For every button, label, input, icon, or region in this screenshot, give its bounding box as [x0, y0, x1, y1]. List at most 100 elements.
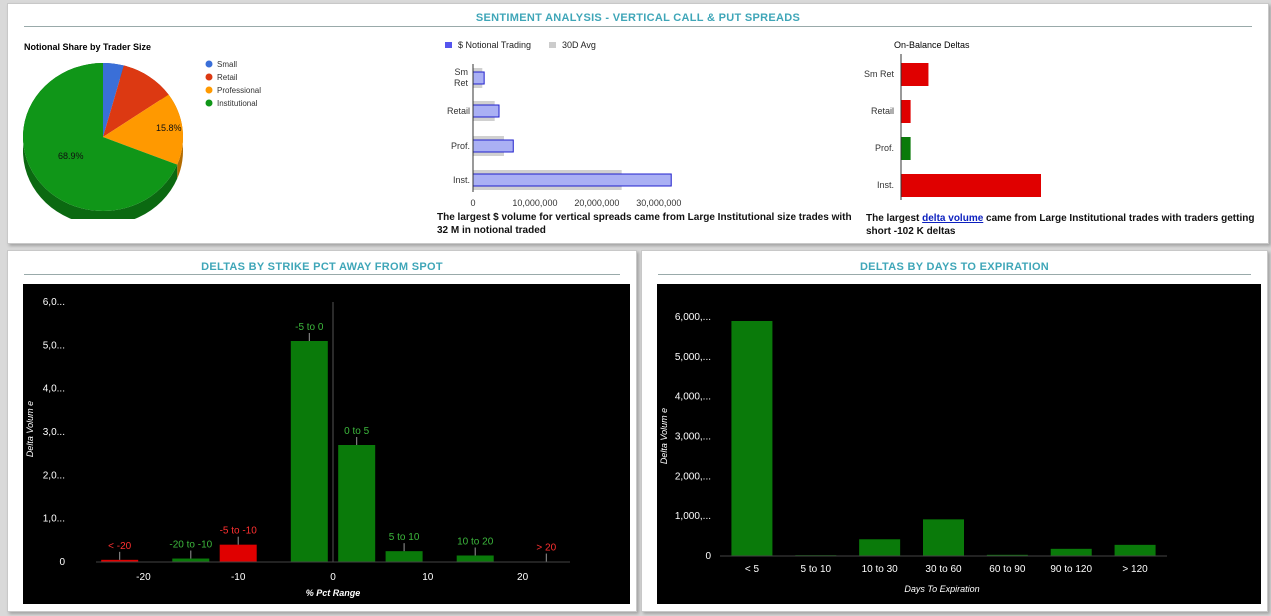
legend-label-avg: 30D Avg [562, 40, 596, 50]
pie-chart: 15.8% 68.9% Small Retail Professional Institu… [23, 60, 261, 219]
x-tick-label: 0 [470, 198, 475, 208]
y-axis-title: Delta Volum e [659, 408, 669, 464]
y-tick-label: 6,0... [43, 297, 65, 308]
x-tick-label: -20 [136, 572, 151, 583]
pie-slice-retail [103, 65, 169, 137]
pie-slice-institutional [23, 63, 178, 211]
legend-marker-professional [205, 86, 213, 94]
deltas-description-pre: The largest [866, 213, 923, 224]
delta-volume-link[interactable]: delta volume [922, 213, 984, 224]
x-tick-label: 0 [330, 572, 336, 583]
legend-marker-small [205, 60, 213, 68]
y-axis-title: Delta Volum e [25, 401, 35, 457]
y-tick-label: 0 [705, 551, 711, 562]
delta-bar [901, 174, 1041, 197]
legend-label-professional: Professional [217, 86, 261, 95]
pie-label-professional: 15.8% [156, 123, 182, 133]
strike-bar-label: -20 to -10 [169, 540, 212, 551]
delta-category-label: Prof. [875, 143, 894, 153]
sentiment-panel-title: SENTIMENT ANALYSIS - VERTICAL CALL & PUT… [475, 12, 801, 24]
y-tick-label: 3,0... [43, 427, 65, 438]
delta-category-label: Retail [871, 106, 894, 116]
legend-label-notional: $ Notional Trading [458, 40, 531, 50]
expiration-bar [731, 320, 773, 556]
x-tick-label: 5 to 10 [800, 564, 831, 575]
deltas-chart-title: On-Balance Deltas [894, 40, 970, 50]
pie-chart-title: Notional Share by Trader Size [24, 42, 152, 52]
delta-category-label: Sm Ret [864, 69, 895, 79]
expiration-bar [1050, 548, 1092, 556]
x-tick-label: > 120 [1122, 564, 1148, 575]
x-tick-label: 60 to 90 [989, 564, 1026, 575]
category-label-inst: Inst. [453, 175, 470, 185]
notional-bar [472, 71, 485, 85]
legend-label-institutional: Institutional [217, 99, 258, 108]
strike-bar-label: > 20 [536, 543, 556, 554]
y-tick-label: 2,0... [43, 470, 65, 481]
strike-pct-panel: DELTAS BY STRIKE PCT AWAY FROM SPOT 0 1,0… [7, 250, 637, 612]
x-tick-label: 10 to 30 [862, 564, 899, 575]
x-tick-label: 20,000,000 [574, 198, 619, 208]
category-label-ret: Ret [454, 78, 469, 88]
strike-bar-label: 10 to 20 [457, 537, 494, 548]
strike-bar [290, 341, 328, 562]
x-tick-label: 30,000,000 [636, 198, 681, 208]
category-label-retail: Retail [447, 106, 470, 116]
notional-bar [472, 173, 672, 187]
x-axis-title: Days To Expiration [904, 584, 979, 594]
deltas-description: The largest delta volume came from Large… [866, 212, 1266, 238]
delta-bar [901, 63, 929, 86]
deltas-description-post: came from Large Institutional trades wit… [866, 213, 1255, 237]
y-tick-label: 6,000,... [675, 312, 711, 323]
expiration-bar [1114, 544, 1156, 556]
strike-bar-label: 5 to 10 [389, 532, 420, 543]
expiration-panel: DELTAS BY DAYS TO EXPIRATION 0 1,000,... 2… [641, 250, 1268, 612]
x-tick-label: 20 [517, 572, 529, 583]
strike-bar [219, 544, 257, 562]
expiration-bar [859, 539, 901, 556]
expiration-chart: 0 1,000,... 2,000,... 3,000,... 4,000,... 5,0… [657, 284, 1261, 604]
strike-pct-chart: 0 1,0... 2,0... 3,0... 4,0... 5,0... 6,0... < -… [23, 284, 630, 604]
delta-bar [901, 137, 911, 160]
strike-pct-panel-title: DELTAS BY STRIKE PCT AWAY FROM SPOT [201, 261, 443, 273]
deltas-bar-chart: Sm Ret Retail Prof. Inst. [864, 54, 1041, 200]
strike-bar [172, 558, 210, 562]
y-tick-label: 4,0... [43, 384, 65, 395]
x-tick-label: 10 [422, 572, 434, 583]
strike-bar [101, 559, 139, 562]
y-tick-label: 5,000,... [675, 352, 711, 363]
x-tick-label: 10,000,000 [512, 198, 557, 208]
expiration-bar [923, 519, 964, 556]
title-divider [24, 274, 620, 275]
legend-marker-retail [205, 73, 213, 81]
legend-label-small: Small [217, 60, 237, 69]
strike-bar-label: -5 to 0 [295, 322, 324, 333]
y-tick-label: 0 [59, 557, 65, 568]
category-label-prof: Prof. [451, 141, 470, 151]
pie-label-institutional: 68.9% [58, 151, 84, 161]
expiration-panel-title: DELTAS BY DAYS TO EXPIRATION [859, 261, 1050, 273]
strike-bar-label: < -20 [108, 541, 132, 552]
notional-bar [472, 139, 514, 153]
y-tick-label: 3,000,... [675, 432, 711, 443]
title-divider [658, 274, 1251, 275]
sentiment-panel: SENTIMENT ANALYSIS - VERTICAL CALL & PUT… [7, 3, 1269, 244]
delta-bar [901, 100, 911, 123]
x-tick-label: < 5 [745, 564, 760, 575]
pie-slice-professional [103, 94, 184, 165]
notional-description: The largest $ volume for vertical spread… [437, 212, 852, 236]
category-label-sm: Sm [455, 67, 469, 77]
legend-swatch-notional [445, 42, 452, 48]
strike-bar [338, 445, 376, 562]
x-tick-label: 90 to 120 [1050, 564, 1092, 575]
legend-marker-institutional [205, 99, 213, 107]
legend-label-retail: Retail [217, 73, 238, 82]
notional-bar [472, 104, 500, 118]
y-tick-label: 5,0... [43, 340, 65, 351]
x-tick-label: -10 [231, 572, 246, 583]
legend-swatch-avg [549, 42, 556, 48]
y-tick-label: 1,000,... [675, 511, 711, 522]
x-axis-title: % Pct Range [306, 588, 361, 598]
y-tick-label: 4,000,... [675, 392, 711, 403]
